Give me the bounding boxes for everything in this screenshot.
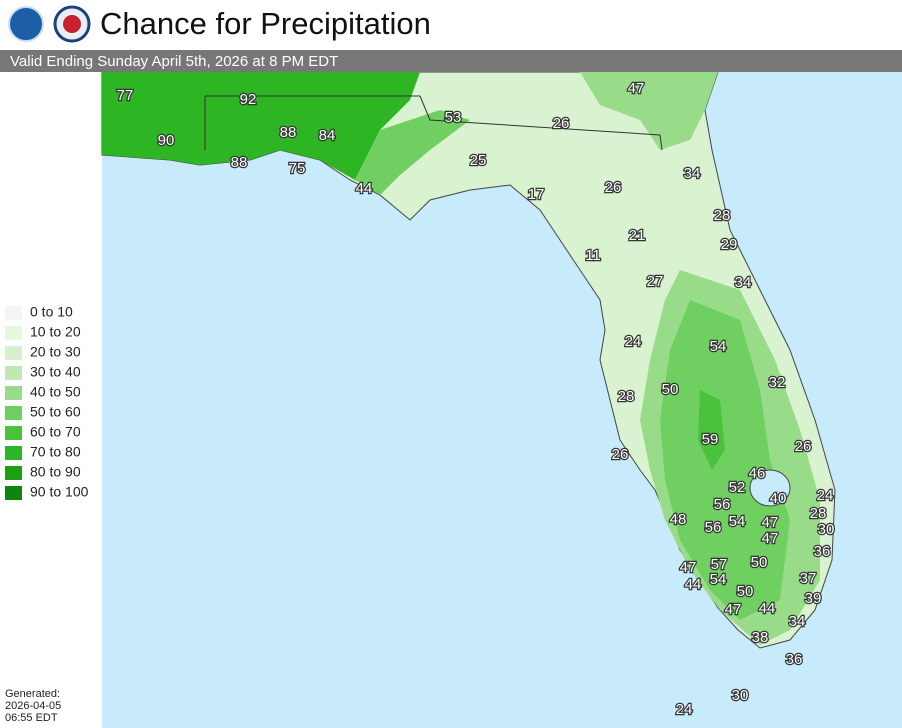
land	[101, 71, 836, 649]
map-label: 24	[817, 487, 834, 504]
map-label: 50	[662, 381, 679, 398]
generated-text: 2026-04-05	[5, 700, 61, 712]
map-label: 37	[800, 570, 817, 587]
map-label: 52	[729, 479, 746, 496]
map-label: 47	[762, 514, 779, 531]
map-labels: 77 92 90 88 84 53 47 26 88 75 25 44 17 26 34 28 21 29 11 27…	[115, 79, 835, 720]
map-label: 26	[553, 115, 570, 132]
map-label: 77	[117, 87, 134, 104]
legend-swatch	[5, 326, 22, 340]
legend-label: 60 to 70	[30, 424, 81, 440]
legend-swatch	[5, 486, 22, 500]
legend-label: 30 to 40	[30, 364, 81, 380]
map-label: 50	[751, 554, 768, 571]
legend-label: 20 to 30	[30, 344, 81, 360]
legend: 0 to 10 10 to 20 20 to 30 30 to 40 40 to 50 5…	[5, 304, 89, 500]
legend-swatch	[5, 306, 22, 320]
map-label: 40	[770, 490, 787, 507]
legend-label: 0 to 10	[30, 304, 73, 320]
map-label: 50	[737, 583, 754, 600]
map-label: 26	[605, 179, 622, 196]
map-label: 34	[735, 274, 752, 291]
map-label: 34	[684, 165, 701, 182]
legend-swatch	[5, 406, 22, 420]
legend-swatch	[5, 386, 22, 400]
map-label: 47	[680, 559, 697, 576]
map-label: 27	[647, 273, 664, 290]
map-label: 28	[618, 388, 635, 405]
map-label: 36	[786, 651, 803, 668]
generated-text: Generated:	[5, 688, 60, 700]
legend-swatch	[5, 346, 22, 360]
map-label: 44	[356, 180, 373, 197]
map-label: 56	[714, 496, 731, 513]
map-label: 38	[752, 629, 769, 646]
legend-label: 50 to 60	[30, 404, 81, 420]
map-label: 36	[814, 543, 831, 560]
subtitle-bar	[0, 50, 902, 72]
map-label: 59	[702, 431, 719, 448]
map-label: 46	[749, 465, 766, 482]
map-label: 17	[528, 186, 545, 203]
legend-label: 70 to 80	[30, 444, 81, 460]
map-label: 54	[710, 338, 727, 355]
legend-swatch	[5, 366, 22, 380]
map-label: 47	[628, 80, 645, 97]
subtitle: Valid Ending Sunday April 5th, 2026 at 8…	[10, 53, 338, 70]
map-label: 48	[670, 511, 687, 528]
map-label: 56	[705, 519, 722, 536]
legend-swatch	[5, 466, 22, 480]
map-label: 47	[725, 601, 742, 618]
map-label: 34	[789, 613, 806, 630]
legend-label: 10 to 20	[30, 324, 81, 340]
map-label: 29	[721, 236, 738, 253]
map-label: 24	[625, 333, 642, 350]
map-label: 25	[470, 152, 487, 169]
map-label: 28	[810, 505, 827, 522]
noaa-logo	[8, 6, 44, 42]
map-label: 54	[710, 571, 727, 588]
map-label: 92	[240, 91, 257, 108]
generated-text: 06:55 EDT	[5, 712, 58, 724]
map-label: 53	[445, 109, 462, 126]
map-label: 26	[795, 438, 812, 455]
map-label: 39	[805, 590, 822, 607]
map-label: 30	[818, 521, 835, 538]
map-label: 84	[319, 127, 336, 144]
legend-swatch	[5, 426, 22, 440]
legend-label: 90 to 100	[30, 484, 89, 500]
header	[0, 0, 902, 50]
map-label: 44	[685, 576, 702, 593]
map-label: 28	[714, 207, 731, 224]
map-label: 57	[711, 556, 728, 573]
map-label: 30	[732, 687, 749, 704]
legend-label: 40 to 50	[30, 384, 81, 400]
map-label: 11	[585, 247, 601, 264]
legend-swatch	[5, 446, 22, 460]
map-label: 88	[231, 154, 248, 171]
map-label: 90	[158, 132, 175, 149]
map-label: 44	[759, 600, 776, 617]
map-label: 54	[729, 513, 746, 530]
map-label: 88	[280, 124, 297, 141]
legend-label: 80 to 90	[30, 464, 81, 480]
map-label: 32	[769, 374, 786, 391]
title: Chance for Precipitation	[100, 6, 431, 41]
map-label: 21	[629, 227, 646, 244]
map-label: 24	[676, 701, 693, 718]
map-label: 47	[762, 530, 779, 547]
nws-logo-center	[63, 15, 81, 33]
map-label: 26	[612, 446, 629, 463]
map-label: 75	[289, 160, 306, 177]
